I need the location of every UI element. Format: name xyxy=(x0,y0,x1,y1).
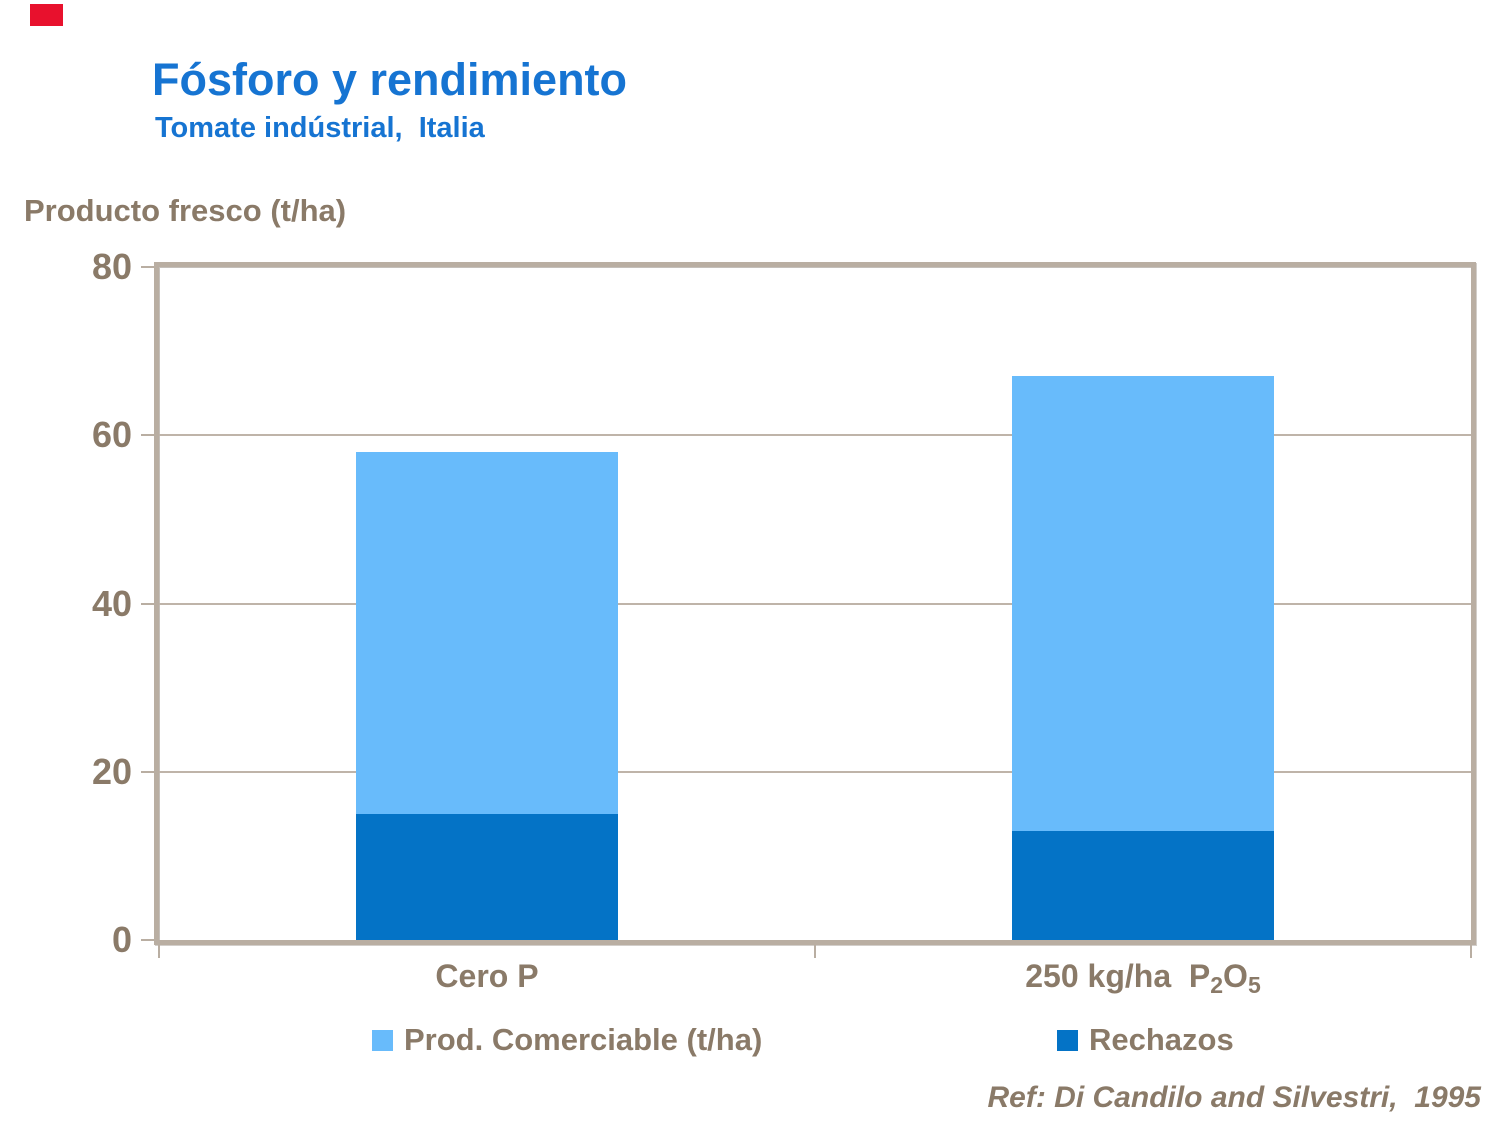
legend-swatch-comerciable xyxy=(372,1029,393,1051)
y-tick-label-80: 80 xyxy=(91,246,132,287)
bar-1 xyxy=(356,452,618,940)
gridline-60 xyxy=(159,434,1471,437)
x-tick-mark-0 xyxy=(158,945,160,958)
bar-2 xyxy=(1012,376,1274,940)
legend-item-comerciable: Prod. Comerciable (t/ha) xyxy=(372,1020,762,1060)
subscript: 5 xyxy=(1247,972,1261,999)
y-tick-mark-60 xyxy=(141,434,158,437)
label-text: Cero P xyxy=(435,958,539,994)
page-title: Fósforo y rendimiento xyxy=(152,54,628,105)
page-subtitle: Tomate indústrial, Italia xyxy=(155,112,485,144)
bar-1-rechazos xyxy=(356,813,618,940)
legend-item-rechazos: Rechazos xyxy=(1057,1020,1234,1060)
x-tick-mark-1 xyxy=(814,945,816,958)
label-text: 250 kg/ha P xyxy=(1025,958,1211,994)
plot-frame xyxy=(154,262,1476,945)
bar-2-rechazos xyxy=(1012,830,1274,940)
y-tick-label-60: 60 xyxy=(91,414,132,456)
y-tick-label-40: 40 xyxy=(91,582,132,624)
x-category-label-1: Cero P xyxy=(435,958,538,995)
y-tick-label-0: 0 xyxy=(111,919,132,960)
gridline-40 xyxy=(159,602,1471,605)
subscript: 2 xyxy=(1210,972,1224,999)
slide-marker-red-rectangle xyxy=(30,4,63,26)
reference-citation: Ref: Di Candilo and Silvestri, 1995 xyxy=(987,1081,1481,1114)
label-text: O xyxy=(1223,958,1248,994)
bar-2-comerciable xyxy=(1012,376,1274,831)
x-tick-mark-2 xyxy=(1470,945,1472,958)
y-tick-mark-20 xyxy=(141,770,158,773)
legend-swatch-rechazos xyxy=(1057,1029,1078,1051)
y-tick-mark-40 xyxy=(141,602,158,605)
legend-label-rechazos: Rechazos xyxy=(1089,1022,1234,1057)
plot-area xyxy=(159,267,1471,940)
y-tick-label-20: 20 xyxy=(91,750,132,792)
bar-1-comerciable xyxy=(356,452,618,814)
gridline-20 xyxy=(159,770,1471,773)
y-axis-title: Producto fresco (t/ha) xyxy=(24,193,347,228)
y-tick-mark-0 xyxy=(141,939,158,941)
y-tick-mark-80 xyxy=(141,266,158,268)
legend-label-comerciable: Prod. Comerciable (t/ha) xyxy=(404,1022,763,1057)
x-category-label-2: 250 kg/ha P2O5 xyxy=(1025,958,1261,999)
